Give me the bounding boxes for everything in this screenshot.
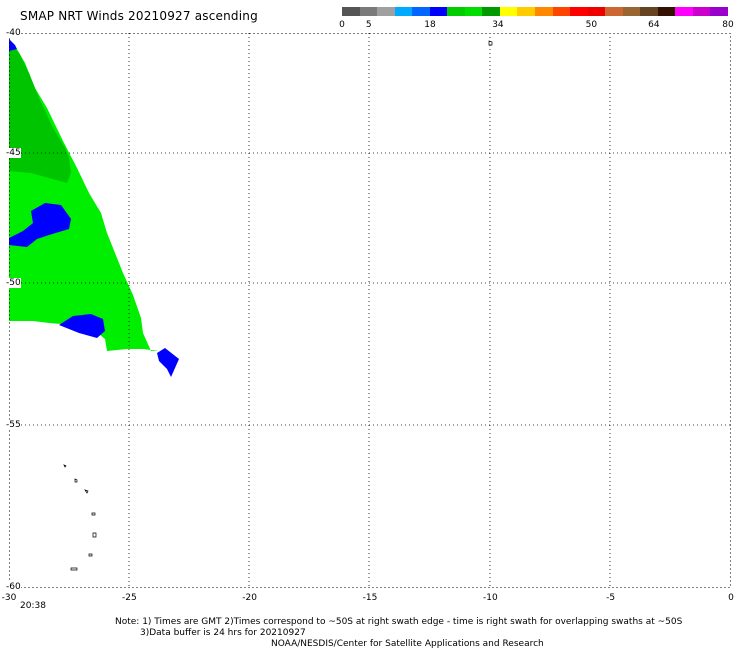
- colorbar-segment: [657, 7, 676, 16]
- plot-frame: [9, 33, 731, 588]
- colorbar-tick-label: 80: [722, 20, 734, 30]
- colorbar-tick-label: 0: [339, 20, 345, 30]
- y-tick-label: -40: [6, 28, 21, 38]
- colorbar-segment: [499, 7, 518, 16]
- colorbar-segment: [692, 7, 711, 16]
- colorbar-segment: [482, 7, 500, 16]
- wind-region-blue-2: [9, 203, 71, 247]
- colorbar-segment: [675, 7, 693, 16]
- x-tick-label: -30: [1, 593, 17, 603]
- note-line-3: NOAA/NESDIS/Center for Satellite Applica…: [271, 639, 544, 649]
- colorbar-segment: [447, 7, 465, 16]
- colorbar-segment: [535, 7, 553, 16]
- note-line-2: 3)Data buffer is 24 hrs for 20210927: [140, 628, 306, 638]
- note-line-1: Note: 1) Times are GMT 2)Times correspon…: [115, 617, 683, 627]
- x-tick-label: 0: [728, 593, 734, 603]
- x-tick-label: -20: [242, 593, 258, 603]
- colorbar-segment: [587, 7, 606, 16]
- colorbar-segment: [622, 7, 641, 16]
- colorbar-segment: [464, 7, 483, 16]
- wind-map-plot: [9, 33, 731, 588]
- colorbar-segment: [429, 7, 448, 16]
- colorbar-segment: [412, 7, 430, 16]
- colorbar-segment: [394, 7, 413, 16]
- y-tick-label: -45: [6, 148, 21, 158]
- colorbar-segment: [377, 7, 395, 16]
- colorbar-segment: [342, 7, 360, 16]
- island-outlines: [63, 40, 493, 571]
- wind-region-blue-1: [9, 39, 17, 51]
- colorbar-segment: [552, 7, 571, 16]
- colorbar-tick-label: 50: [585, 20, 598, 30]
- colorbar-segment: [710, 7, 729, 16]
- y-tick-label: -55: [6, 420, 21, 430]
- colorbar-segment: [517, 7, 536, 16]
- y-tick-label: -60: [6, 582, 21, 592]
- wind-region-blue-4: [157, 348, 179, 377]
- colorbar-segment: [570, 7, 588, 16]
- colorbar-tick-label: 34: [492, 20, 504, 30]
- wind-speed-colorbar: [342, 7, 729, 16]
- x-tick-label: -15: [362, 593, 378, 603]
- colorbar-tick-label: 64: [648, 20, 660, 30]
- colorbar-tick-label: 18: [424, 20, 436, 30]
- y-tick-label: -50: [6, 278, 21, 288]
- x-tick-label: -10: [482, 593, 498, 603]
- colorbar-tick-label: 5: [365, 20, 372, 30]
- x-tick-label: -5: [606, 593, 616, 603]
- map-title: SMAP NRT Winds 20210927 ascending: [20, 9, 258, 23]
- colorbar-segment: [640, 7, 658, 16]
- grid: [9, 33, 731, 588]
- colorbar-segment: [605, 7, 623, 16]
- colorbar-segment: [359, 7, 378, 16]
- wind-region-green-dark: [9, 43, 71, 183]
- wind-region-blue-3: [59, 314, 105, 338]
- swath-timestamp: 20:38: [20, 601, 46, 611]
- wind-swath: [9, 39, 179, 377]
- x-tick-label: -25: [121, 593, 137, 603]
